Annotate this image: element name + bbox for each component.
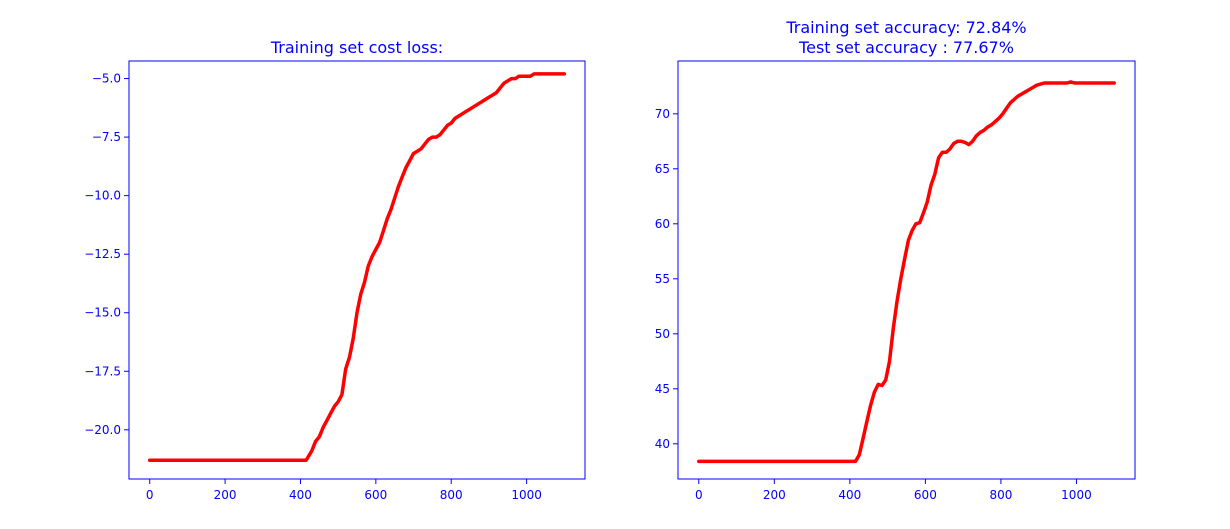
y-tick-label: 45 xyxy=(655,382,670,396)
x-tick-label: 1000 xyxy=(1061,488,1092,502)
series-line xyxy=(697,80,1116,464)
x-tick-label: 600 xyxy=(364,488,387,502)
y-tick-label: 70 xyxy=(655,107,670,121)
x-tick-label: 800 xyxy=(440,488,463,502)
y-tick-label: −12.5 xyxy=(84,247,121,261)
y-tick-label: −7.5 xyxy=(92,130,121,144)
y-tick-label: −17.5 xyxy=(84,364,121,378)
x-tick-label: 400 xyxy=(838,488,861,502)
x-tick-label: 600 xyxy=(914,488,937,502)
chart-title-line: Test set accuracy : 77.67% xyxy=(798,38,1014,57)
x-tick-label: 400 xyxy=(289,488,312,502)
x-tick-label: 800 xyxy=(989,488,1012,502)
chart-title-line: Training set accuracy: 72.84% xyxy=(785,18,1026,37)
x-tick-label: 0 xyxy=(146,488,154,502)
y-tick-label: −10.0 xyxy=(84,189,121,203)
y-tick-label: −20.0 xyxy=(84,423,121,437)
series-line xyxy=(147,72,567,463)
y-tick-label: 65 xyxy=(655,162,670,176)
axes-frame xyxy=(677,60,1136,480)
y-tick-label: 50 xyxy=(655,327,670,341)
y-tick-label: −15.0 xyxy=(84,306,121,320)
x-tick-label: 0 xyxy=(695,488,703,502)
chart-panel-cost-loss: Training set cost loss: 0 200 400 600 800 1000… xyxy=(84,38,586,502)
x-tick-label: 1000 xyxy=(511,488,542,502)
x-tick-label: 200 xyxy=(214,488,237,502)
chart-title-line: Training set cost loss: xyxy=(270,38,443,57)
y-tick-label: 40 xyxy=(655,437,670,451)
axes-frame xyxy=(128,60,586,480)
chart-panel-accuracy: Training set accuracy: 72.84%Test set ac… xyxy=(655,18,1136,502)
y-tick-label: −5.0 xyxy=(92,72,121,86)
y-tick-label: 60 xyxy=(655,217,670,231)
x-tick-label: 200 xyxy=(763,488,786,502)
y-tick-label: 55 xyxy=(655,272,670,286)
